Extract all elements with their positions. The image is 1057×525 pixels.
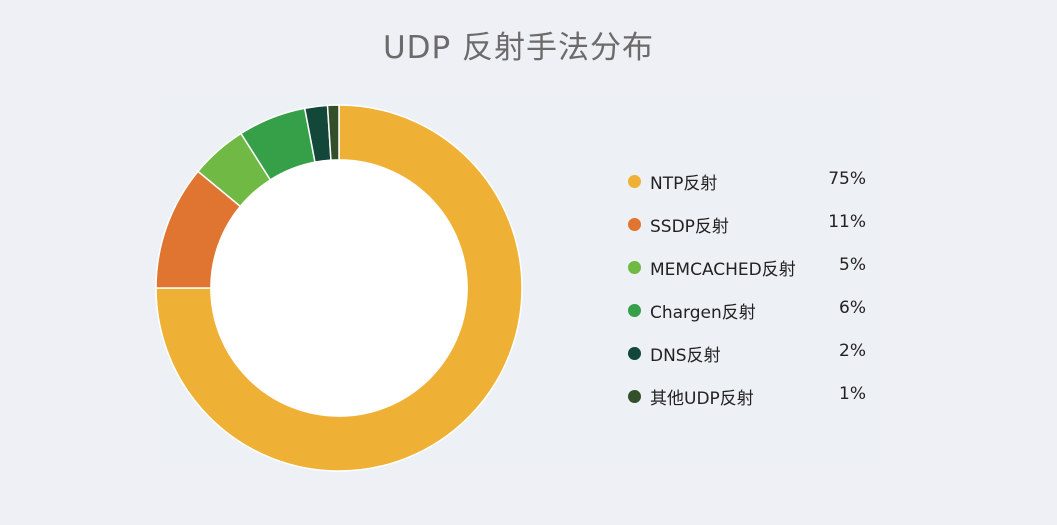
legend-item[interactable]: 其他UDP反射 1% — [624, 375, 874, 418]
legend-item[interactable]: SSDP反射 11% — [624, 203, 874, 246]
legend-item[interactable]: MEMCACHED反射 5% — [624, 246, 874, 289]
legend-item[interactable]: NTP反射 75% — [624, 160, 874, 203]
legend-dot-icon — [628, 304, 641, 317]
legend-item[interactable]: DNS反射 2% — [624, 332, 874, 375]
legend-label: SSDP反射 — [650, 217, 729, 237]
legend: NTP反射 75% SSDP反射 11% MEMCACHED反射 5% Chargen反射 6… — [624, 160, 874, 418]
legend-label: DNS反射 — [650, 346, 721, 366]
legend-value: 5% — [839, 255, 866, 275]
legend-value: 75% — [828, 169, 866, 189]
legend-value: 11% — [828, 212, 866, 232]
legend-label: Chargen反射 — [650, 303, 756, 323]
legend-value: 6% — [839, 298, 866, 318]
legend-dot-icon — [628, 261, 641, 274]
donut-slices — [155, 104, 523, 472]
donut-hole — [210, 159, 468, 417]
legend-value: 1% — [839, 384, 866, 404]
legend-value: 2% — [839, 341, 866, 361]
chart-title: UDP 反射手法分布 — [382, 30, 655, 66]
legend-dot-icon — [628, 175, 641, 188]
legend-label: MEMCACHED反射 — [650, 260, 796, 280]
legend-label: NTP反射 — [650, 174, 718, 194]
legend-item[interactable]: Chargen反射 6% — [624, 289, 874, 332]
legend-label: 其他UDP反射 — [650, 389, 754, 409]
legend-dot-icon — [628, 390, 641, 403]
legend-dot-icon — [628, 347, 641, 360]
legend-dot-icon — [628, 218, 641, 231]
